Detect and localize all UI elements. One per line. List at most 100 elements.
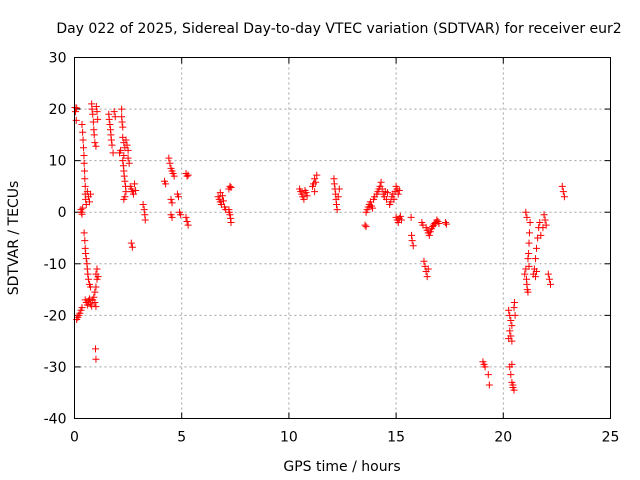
data-point — [182, 213, 190, 221]
data-point — [334, 193, 342, 201]
data-point — [420, 257, 428, 265]
data-point — [89, 110, 97, 118]
data-point — [409, 242, 417, 250]
data-point — [505, 335, 513, 343]
data-point — [92, 345, 100, 353]
data-point — [168, 199, 176, 207]
plot-frame — [74, 57, 611, 419]
data-point — [84, 270, 92, 278]
data-point — [300, 195, 308, 203]
data-point — [525, 239, 533, 247]
data-point — [523, 213, 531, 221]
data-point — [333, 206, 341, 214]
data-point — [311, 175, 319, 183]
data-point — [140, 206, 148, 214]
x-tick-label: 20 — [494, 430, 512, 446]
x-tick-label: 25 — [602, 430, 620, 446]
y-tick-label: -20 — [44, 308, 67, 324]
data-point — [92, 355, 100, 363]
data-point — [89, 118, 97, 126]
data-point — [485, 381, 493, 389]
x-tick-label: 10 — [280, 430, 298, 446]
data-point — [508, 360, 516, 368]
x-tick-label: 15 — [387, 430, 405, 446]
data-point — [531, 255, 539, 263]
data-point — [82, 255, 90, 263]
data-point — [546, 280, 554, 288]
data-point — [120, 195, 128, 203]
data-point — [91, 139, 99, 147]
data-point — [525, 249, 533, 257]
data-point — [141, 216, 149, 224]
data-point — [312, 178, 320, 186]
data-point — [505, 306, 513, 314]
data-point — [507, 317, 515, 325]
data-point — [117, 146, 125, 154]
data-point — [88, 302, 96, 310]
data-point — [537, 231, 545, 239]
data-points — [71, 100, 568, 394]
data-point — [303, 192, 311, 200]
data-point — [442, 220, 450, 228]
data-point — [533, 268, 541, 276]
data-point — [93, 108, 101, 116]
data-point — [394, 190, 402, 198]
data-point — [105, 115, 113, 123]
axis-ticks — [74, 57, 611, 419]
data-point — [91, 288, 99, 296]
data-point — [522, 208, 530, 216]
data-point — [131, 180, 139, 188]
data-point — [433, 216, 441, 224]
data-point — [183, 172, 191, 180]
data-point — [510, 386, 518, 394]
data-point — [332, 200, 340, 208]
data-point — [92, 283, 100, 291]
data-point — [106, 121, 114, 129]
data-point — [544, 270, 552, 278]
data-point — [424, 265, 432, 273]
data-point — [525, 229, 533, 237]
data-point — [92, 142, 100, 150]
data-point — [226, 182, 234, 190]
data-point — [78, 121, 86, 129]
data-point — [330, 180, 338, 188]
x-tick-label: 0 — [70, 430, 79, 446]
data-point — [78, 304, 86, 312]
tick-labels: 0 5 10 15 20 25 -40 -30 -20 -10 0 10 20 30 — [44, 51, 620, 446]
data-point — [129, 190, 137, 198]
data-point — [521, 270, 529, 278]
data-point — [80, 159, 88, 167]
data-point — [86, 198, 94, 206]
data-point — [111, 113, 119, 121]
data-point — [108, 141, 116, 149]
data-point — [183, 217, 191, 225]
data-point — [168, 213, 176, 221]
data-point — [506, 327, 514, 335]
data-point — [90, 293, 98, 301]
data-point — [139, 200, 147, 208]
data-point — [484, 371, 492, 379]
data-point — [377, 178, 385, 186]
y-tick-label: 0 — [58, 205, 67, 221]
data-point — [541, 216, 549, 224]
x-axis-title: GPS time / hours — [283, 459, 400, 475]
data-point — [408, 231, 416, 239]
data-point — [382, 195, 390, 203]
data-point — [227, 183, 235, 191]
data-point — [481, 363, 489, 371]
data-point — [441, 219, 449, 227]
data-point — [396, 212, 404, 220]
data-point — [124, 154, 132, 162]
data-point — [539, 224, 547, 232]
data-point — [118, 118, 126, 126]
data-point — [313, 171, 321, 179]
data-point — [362, 223, 370, 231]
data-point — [120, 172, 128, 180]
data-point — [128, 243, 136, 251]
data-point — [545, 275, 553, 283]
data-point — [524, 288, 532, 296]
data-point — [124, 146, 132, 154]
data-point — [87, 190, 95, 198]
data-point — [509, 381, 517, 389]
